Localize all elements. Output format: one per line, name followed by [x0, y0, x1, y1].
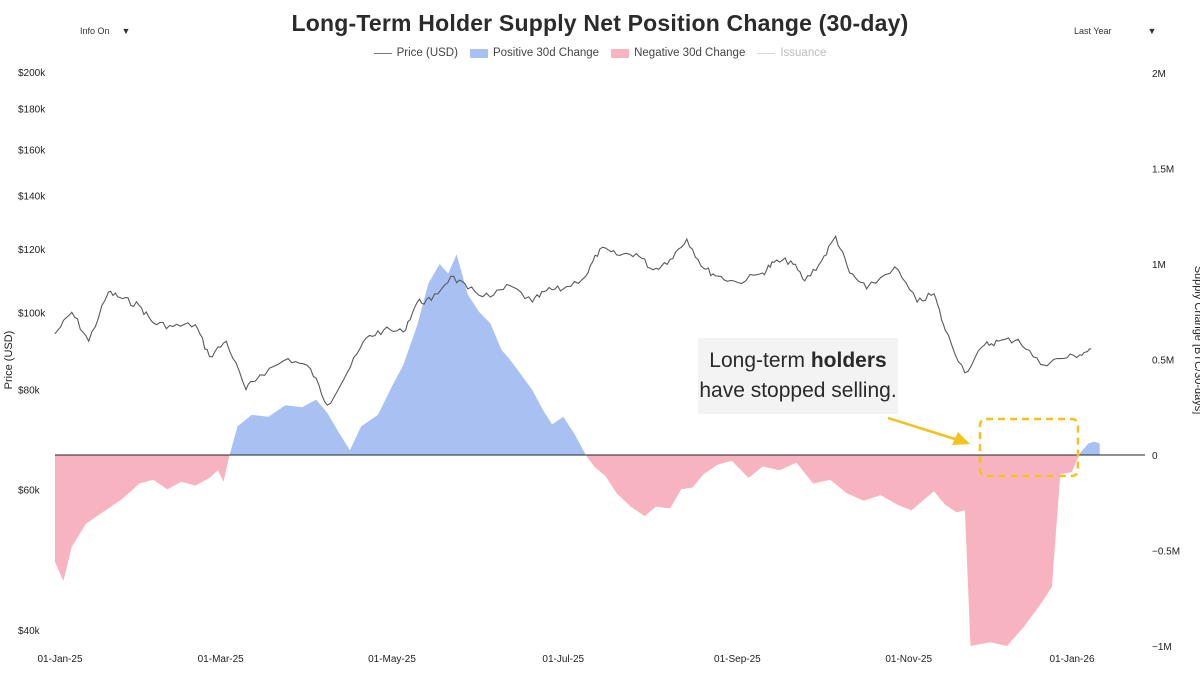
- annotation-arrowhead: [952, 432, 970, 445]
- annotation-line-1-prefix: Long-term: [709, 349, 811, 372]
- legend-item-positive[interactable]: Positive 30d Change: [469, 47, 600, 59]
- range-dropdown[interactable]: Last Year ▼: [1074, 20, 1156, 42]
- y-right-tick-label: −0.5M: [1152, 547, 1180, 558]
- chevron-down-icon: ▼: [1147, 26, 1157, 36]
- y-left-tick-label: $140k: [18, 192, 46, 203]
- range-label: Last Year: [1074, 26, 1112, 36]
- legend-swatch-issuance: [757, 52, 776, 54]
- y-left-axis-title: Price (USD): [3, 331, 15, 390]
- y-left-tick-label: $200k: [18, 68, 46, 79]
- legend-item-negative[interactable]: Negative 30d Change: [611, 47, 745, 59]
- legend-swatch-price: [373, 52, 392, 54]
- highlight-box: [978, 417, 1080, 478]
- y-left-tick-label: $100k: [18, 308, 46, 319]
- y-left-tick-label: $120k: [18, 245, 46, 256]
- x-tick-label: 01-Jan-26: [1049, 654, 1094, 665]
- x-tick-label: 01-Mar-25: [198, 654, 245, 665]
- y-right-tick-label: 1.5M: [1152, 165, 1174, 176]
- y-left-tick-label: $80k: [18, 386, 41, 397]
- legend-item-issuance[interactable]: Issuance: [757, 47, 826, 59]
- legend-label-negative: Negative 30d Change: [634, 47, 746, 59]
- y-right-tick-label: 0: [1152, 451, 1158, 462]
- chevron-down-icon: ▼: [121, 26, 131, 36]
- annotation-line-2: have stopped selling.: [699, 379, 897, 402]
- y-right-tick-label: 2M: [1152, 69, 1166, 80]
- price-line: [54, 234, 1092, 406]
- x-tick-label: 01-May-25: [368, 654, 416, 665]
- positive-change-area: [55, 254, 1100, 455]
- x-tick-label: 01-Nov-25: [885, 654, 932, 665]
- y-right-axis-title: Supply Change [BTC/30-days]: [1192, 266, 1200, 415]
- legend-swatch-negative: [611, 48, 630, 58]
- chart-title: Long-Term Holder Supply Net Position Cha…: [291, 10, 909, 36]
- annotation-callout: Long-term holders have stopped selling.: [698, 338, 898, 414]
- legend-label-price: Price (USD): [396, 47, 458, 59]
- annotation-line-1-bold: holders: [810, 349, 887, 372]
- y-right-tick-label: 1M: [1152, 260, 1166, 271]
- y-left-tick-label: $180k: [18, 105, 46, 116]
- y-right-tick-label: 0.5M: [1152, 356, 1174, 367]
- y-left-tick-label: $40k: [18, 626, 41, 637]
- x-tick-label: 01-Sep-25: [714, 654, 761, 665]
- legend: Price (USD) Positive 30d Change Negative…: [0, 47, 1200, 59]
- x-tick-label: 01-Jan-25: [37, 654, 82, 665]
- annotation-line-1: Long-term holders: [709, 346, 886, 376]
- legend-swatch-positive: [469, 48, 488, 58]
- info-toggle-dropdown[interactable]: Info On ▼: [80, 20, 130, 42]
- info-toggle-label: Info On: [80, 26, 110, 36]
- y-left-tick-label: $60k: [18, 485, 41, 496]
- negative-change-area: [55, 455, 1100, 646]
- annotation-arrow: [887, 416, 959, 442]
- x-tick-label: 01-Jul-25: [542, 654, 584, 665]
- y-right-tick-label: −1M: [1152, 642, 1172, 653]
- y-left-tick-label: $160k: [18, 145, 46, 156]
- legend-label-issuance: Issuance: [780, 47, 827, 59]
- legend-item-price[interactable]: Price (USD): [373, 47, 458, 59]
- legend-label-positive: Positive 30d Change: [492, 47, 600, 59]
